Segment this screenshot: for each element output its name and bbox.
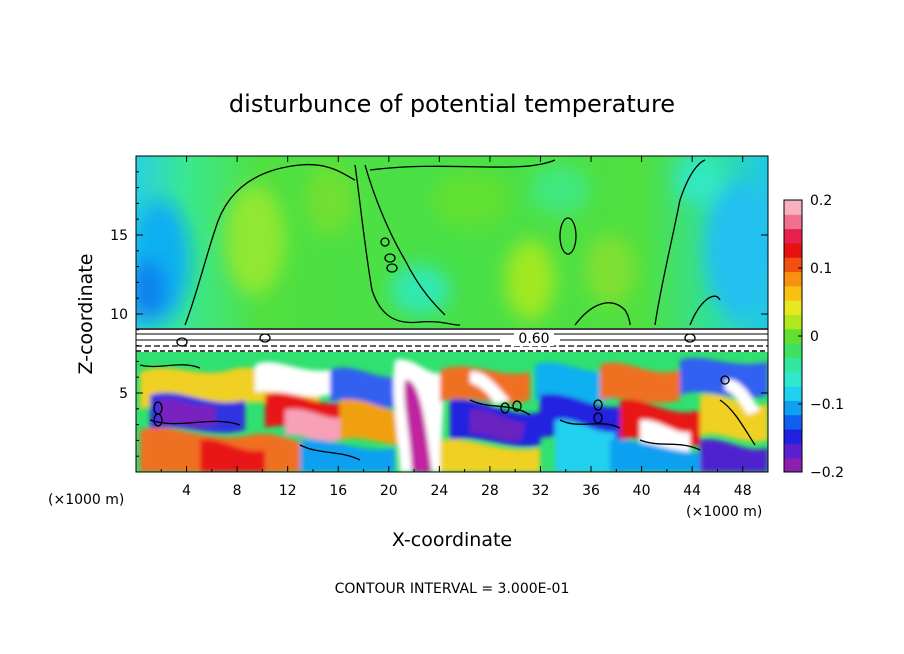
colorbar-ticks: 0.2 0.1 0 −0.1 −0.2: [798, 193, 844, 481]
colorbar-segment: [784, 443, 802, 459]
contour-label: 0.60: [518, 331, 549, 347]
colorbar-segment: [784, 285, 802, 301]
colorbar-segment: [784, 400, 802, 416]
colorbar-segment: [784, 257, 802, 273]
x-tick-label: 4: [182, 483, 191, 499]
x-unit-label-right: (×1000 m): [686, 504, 762, 520]
upper-blobs: [136, 156, 768, 320]
y-axis-label: Z-coordinate: [75, 254, 97, 375]
colorbar-segment: [784, 357, 802, 373]
colorbar-segment: [784, 242, 802, 258]
x-unit-label-left: (×1000 m): [48, 492, 124, 508]
colorbar: [784, 200, 802, 473]
x-tick-label: 24: [430, 483, 448, 499]
colorbar-tick-label: −0.2: [810, 465, 844, 481]
y-tick-label: 10: [110, 307, 128, 323]
colorbar-segment: [784, 228, 802, 244]
x-tick-label: 36: [582, 483, 600, 499]
colorbar-tick-label: 0.2: [810, 193, 832, 209]
colorbar-segment: [784, 343, 802, 358]
colorbar-tick-label: 0: [810, 329, 819, 345]
y-axis-ticks: 5 10 15: [110, 171, 768, 457]
colorbar-segment: [784, 314, 802, 330]
x-tick-label: 20: [380, 483, 398, 499]
colorbar-segment: [784, 214, 802, 230]
lower-blobs: [140, 357, 768, 472]
colorbar-segment: [784, 271, 802, 287]
x-tick-label: 44: [683, 483, 701, 499]
colorbar-segment: [784, 300, 802, 316]
y-tick-label: 15: [110, 228, 128, 244]
x-tick-label: 48: [734, 483, 752, 499]
x-axis-label: X-coordinate: [392, 529, 512, 551]
x-tick-label: 16: [329, 483, 347, 499]
colorbar-segment: [784, 328, 802, 344]
contour-lines: [136, 159, 768, 461]
x-axis-ticks: 4 8 12 16 20 24 28 32 36 40 44 48: [160, 156, 752, 499]
colorbar-segment: [784, 414, 802, 430]
x-tick-label: 28: [481, 483, 499, 499]
colorbar-segment: [784, 200, 802, 215]
chart-title: disturbunce of potential temperature: [229, 90, 675, 118]
x-tick-label: 40: [633, 483, 651, 499]
contour-interval-note: CONTOUR INTERVAL = 3.000E-01: [335, 581, 570, 597]
x-tick-label: 8: [233, 483, 242, 499]
colorbar-segment: [784, 457, 802, 473]
colorbar-segment: [784, 386, 802, 401]
x-tick-label: 32: [532, 483, 550, 499]
colorbar-tick-label: 0.1: [810, 261, 832, 277]
x-tick-label: 12: [279, 483, 297, 499]
heatmap-field: [136, 156, 768, 472]
colorbar-tick-label: −0.1: [810, 397, 844, 413]
y-tick-label: 5: [119, 386, 128, 402]
colorbar-segment: [784, 371, 802, 387]
colorbar-segment: [784, 429, 802, 444]
